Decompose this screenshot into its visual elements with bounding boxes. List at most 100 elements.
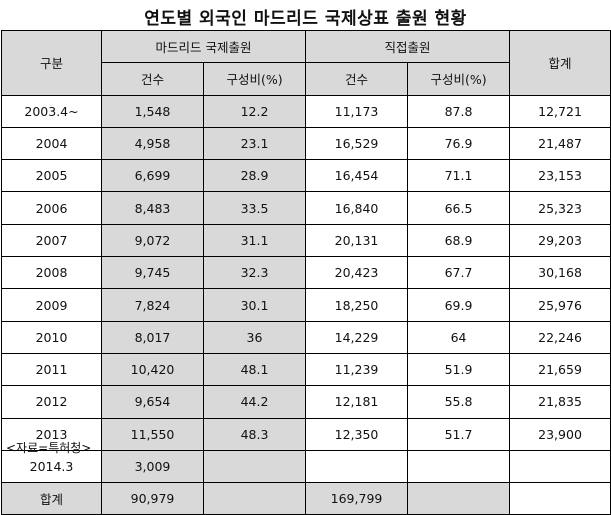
table-cell: 2004 xyxy=(1,126,102,161)
table-cell: 12,721 xyxy=(509,94,611,128)
table-cell: 25,323 xyxy=(509,191,611,225)
table-cell: 87.8 xyxy=(407,94,511,128)
table-cell: 36 xyxy=(202,320,307,354)
table-cell xyxy=(509,482,611,515)
table-row: 2009 7,824 30.1 18,250 69.9 25,976 xyxy=(1,288,611,322)
table-cell: 12,181 xyxy=(305,385,409,419)
table-cell: 33.5 xyxy=(202,191,307,225)
header-madrid-count: 건수 xyxy=(101,62,204,96)
table-cell: 30,168 xyxy=(509,256,611,290)
header-total: 합계 xyxy=(509,30,611,96)
header-row-1: 구분 마드리드 국제출원 직접출원 합계 xyxy=(1,29,611,96)
table-cell: 2013 xyxy=(1,417,102,451)
table-cell: 2005 xyxy=(1,159,102,193)
table-cell: 20,423 xyxy=(305,256,409,290)
table-row: 2004 4,958 23.1 16,529 76.9 21,487 xyxy=(1,126,611,161)
table-cell xyxy=(305,449,409,484)
table-cell xyxy=(202,449,307,484)
table-cell: 11,239 xyxy=(305,352,409,387)
table-cell: 3,009 xyxy=(101,449,204,484)
table-cell: 31.1 xyxy=(202,223,307,258)
table-row: 2007 9,072 31.1 20,131 68.9 29,203 xyxy=(1,223,611,258)
table-cell: 6,699 xyxy=(101,159,204,193)
table-cell: 2006 xyxy=(1,191,102,225)
table-cell: 21,487 xyxy=(509,126,611,161)
table-row: 2012 9,654 44.2 12,181 55.8 21,835 xyxy=(1,385,611,419)
table-cell: 1,548 xyxy=(101,94,204,128)
header-row-2: 건수 구성비(%) 건수 구성비(%) xyxy=(2,62,611,96)
table-cell: 48.1 xyxy=(202,352,307,387)
table-cell: 68.9 xyxy=(407,223,511,258)
table-cell: 90,979 xyxy=(101,482,204,515)
table-cell xyxy=(509,449,611,484)
table-cell: 64 xyxy=(407,320,511,354)
table-cell: 7,824 xyxy=(101,288,204,322)
table-cell: 48.3 xyxy=(202,417,307,451)
table-row: 2006 8,483 33.5 16,840 66.5 25,323 xyxy=(1,191,611,225)
table-cell: 67.7 xyxy=(407,256,511,290)
table-cell: 12.2 xyxy=(202,94,307,128)
table-cell: 20,131 xyxy=(305,223,409,258)
header-madrid-ratio: 구성비(%) xyxy=(202,62,307,96)
table-cell: 8,483 xyxy=(101,191,204,225)
source-note: <자료=특허청> xyxy=(6,441,92,455)
header-direct-count: 건수 xyxy=(305,62,409,96)
table-cell: 11,173 xyxy=(305,94,409,128)
table-cell: 2012 xyxy=(1,385,102,419)
table-cell: 11,550 xyxy=(101,417,204,451)
table-cell: 2009 xyxy=(1,288,102,322)
table-cell: 2011 xyxy=(1,352,102,387)
table-row: 2008 9,745 32.3 20,423 67.7 30,168 xyxy=(1,256,611,290)
madrid-trademark-table: 구분 마드리드 국제출원 직접출원 합계 건수 구성비(%) 건수 구성비(%)… xyxy=(1,29,611,515)
table-cell: 2008 xyxy=(1,256,102,290)
table-cell: 32.3 xyxy=(202,256,307,290)
table-cell: 12,350 xyxy=(305,417,409,451)
table-cell: 23,900 xyxy=(509,417,611,451)
table-cell: 66.5 xyxy=(407,191,511,225)
page-title: 연도별 외국인 마드리드 국제상표 출원 현황 xyxy=(144,9,467,29)
sum-row: 합계 90,979 169,799 xyxy=(1,482,611,515)
table-cell: 14,229 xyxy=(305,320,409,354)
table-cell: 28.9 xyxy=(202,159,307,193)
table-cell: 51.9 xyxy=(407,352,511,387)
table-cell: 71.1 xyxy=(407,159,511,193)
table-cell: 합계 xyxy=(1,482,102,515)
table-cell: 44.2 xyxy=(202,385,307,419)
table-cell: 21,835 xyxy=(509,385,611,419)
table-cell: 23,153 xyxy=(509,159,611,193)
table-cell: 69.9 xyxy=(407,288,511,322)
table-cell: 16,454 xyxy=(305,159,409,193)
table-cell: 2010 xyxy=(1,320,102,354)
table-cell: 22,246 xyxy=(509,320,611,354)
table-cell: 25,976 xyxy=(509,288,611,322)
header-direct-ratio: 구성비(%) xyxy=(407,62,511,96)
table-cell: 10,420 xyxy=(101,352,204,387)
table-cell: 29,203 xyxy=(509,223,611,258)
table-cell: 23.1 xyxy=(202,126,307,161)
table-cell xyxy=(407,482,511,515)
table-cell: 16,529 xyxy=(305,126,409,161)
table-cell: 169,799 xyxy=(305,482,409,515)
table-cell: 76.9 xyxy=(407,126,511,161)
table-cell: 2003.4~ xyxy=(1,94,102,128)
table-cell: 51.7 xyxy=(407,417,511,451)
table-row: 2014.3 3,009 xyxy=(1,449,611,484)
table-cell: 2007 xyxy=(1,223,102,258)
table-row: 2013 11,550 48.3 12,350 51.7 23,900 xyxy=(1,417,611,451)
table-cell: 9,654 xyxy=(101,385,204,419)
table-cell: 18,250 xyxy=(305,288,409,322)
table-cell: 4,958 xyxy=(101,126,204,161)
table-row: 2010 8,017 36 14,229 64 22,246 xyxy=(1,320,611,354)
table-cell: 30.1 xyxy=(202,288,307,322)
table-cell: 21,659 xyxy=(509,352,611,387)
table-cell: 9,745 xyxy=(101,256,204,290)
table-cell: 16,840 xyxy=(305,191,409,225)
header-direct: 직접출원 xyxy=(305,29,511,64)
header-madrid: 마드리드 국제출원 xyxy=(100,29,307,64)
table-cell: 9,072 xyxy=(101,223,204,258)
header-category: 구분 xyxy=(1,30,102,96)
table-row: 2011 10,420 48.1 11,239 51.9 21,659 xyxy=(1,352,611,387)
table-row: 2005 6,699 28.9 16,454 71.1 23,153 xyxy=(1,159,611,193)
table-row: 2003.4~ 1,548 12.2 11,173 87.8 12,721 xyxy=(1,94,611,128)
table-cell xyxy=(407,449,511,484)
